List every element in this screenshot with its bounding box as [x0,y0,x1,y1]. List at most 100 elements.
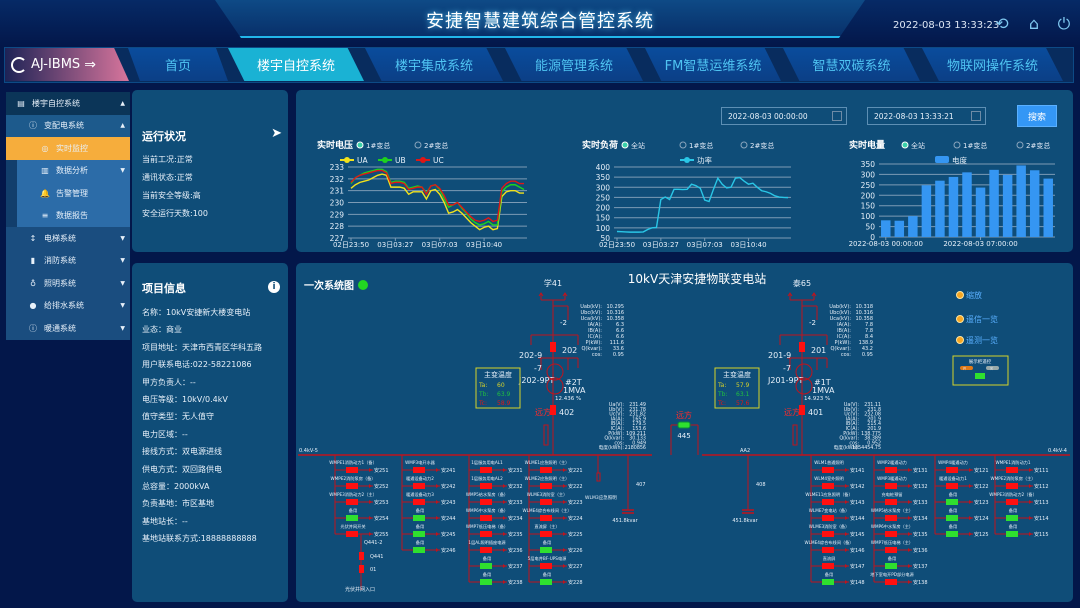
feeder-breaker[interactable] [540,547,552,553]
feeder-breaker[interactable] [540,499,552,505]
feeder-breaker[interactable] [540,467,552,473]
feeder-breaker[interactable] [540,563,552,569]
feeder-breaker[interactable] [946,515,958,521]
sidebar-item-5[interactable]: ≡ 数据报告 [17,204,130,227]
breaker-hv[interactable] [799,342,805,352]
caret-down-icon[interactable]: ▼ [120,257,125,265]
transformer-icon[interactable] [546,363,564,381]
feeder-breaker[interactable] [822,483,834,489]
toggle-off[interactable] [986,366,999,370]
feeder-breaker[interactable] [1006,499,1018,505]
bar[interactable] [921,185,932,237]
feeder-breaker[interactable] [1006,531,1018,537]
logo[interactable]: AJ-IBMS ⇒ [5,48,129,81]
bar[interactable] [948,176,959,237]
feeder-breaker[interactable] [1006,467,1018,473]
feeder-breaker[interactable] [346,467,358,473]
bar[interactable] [989,169,999,237]
feeder-breaker[interactable] [946,531,958,537]
feeder-breaker[interactable] [540,515,552,521]
caret-down-icon[interactable]: ▼ [120,279,125,287]
radio-button[interactable] [1016,141,1024,149]
power-icon[interactable]: ⏻ [1057,14,1071,33]
feeder-breaker[interactable] [480,547,492,553]
feeder-breaker[interactable] [885,579,897,585]
radio-button[interactable] [953,141,961,149]
feeder-breaker[interactable] [822,531,834,537]
sidebar-item-3[interactable]: ▥ 数据分析 ▼ [17,159,130,182]
feeder-breaker[interactable] [413,499,425,505]
sidebar-item-7[interactable]: ▮ 消防系统 ▼ [6,249,130,272]
calendar-icon[interactable] [832,111,842,121]
sidebar-item-2[interactable]: ◎ 实时监控 [6,137,130,160]
radio-button[interactable] [679,141,687,149]
feeder-breaker[interactable] [822,547,834,553]
bar[interactable] [975,187,986,237]
feeder-breaker[interactable] [885,499,897,505]
toggle-on[interactable] [960,366,973,370]
feeder-breaker[interactable] [885,515,897,521]
menu-arrow-icon[interactable]: ⇒ [84,56,96,73]
end-date-input[interactable]: 2022-08-03 13:33:21 [867,107,986,125]
breaker-lv[interactable] [799,405,805,415]
feeder-breaker[interactable] [346,499,358,505]
radio-button[interactable] [901,141,909,149]
bar[interactable] [1029,170,1040,237]
radio-button[interactable] [356,141,364,149]
tab-6[interactable]: 物联网操作系统 [922,48,1063,81]
radio-button[interactable] [621,141,629,149]
feeder-breaker[interactable] [480,579,492,585]
feeder-breaker[interactable] [346,515,358,521]
feeder-breaker[interactable] [413,515,425,521]
feeder-breaker[interactable] [946,483,958,489]
sidebar-item-8[interactable]: ♁ 照明系统 ▼ [6,272,130,295]
tab-1[interactable]: 楼宇自控系统 [228,48,364,81]
feeder-breaker[interactable] [885,563,897,569]
feeder-breaker[interactable] [480,499,492,505]
tie-breaker[interactable] [677,421,691,429]
feeder-breaker[interactable] [413,467,425,473]
home-icon[interactable]: ⌂ [1028,14,1040,33]
feeder-breaker[interactable] [346,483,358,489]
sidebar-item-1[interactable]: ⓘ 变配电系统 ▲ [6,114,130,137]
bar[interactable] [1002,174,1013,237]
feeder-breaker[interactable] [885,547,897,553]
feeder-breaker[interactable] [480,483,492,489]
back-icon[interactable]: ⟲ [995,14,1009,33]
sidebar-item-9[interactable]: ● 给排水系统 ▼ [6,294,130,317]
feeder-breaker[interactable] [480,467,492,473]
diagram-link[interactable]: 缩放 [966,290,982,300]
feeder-breaker[interactable] [1006,483,1018,489]
series-line-功率[interactable] [616,176,789,233]
diagram-link[interactable]: 遥测一览 [966,335,998,345]
bar[interactable] [908,216,918,237]
legend-swatch[interactable] [935,156,949,163]
calendar-icon[interactable] [971,111,981,121]
feeder-breaker[interactable] [413,547,425,553]
feeder-breaker[interactable] [822,499,834,505]
bar[interactable] [1016,165,1026,237]
feeder-breaker[interactable] [822,467,834,473]
caret-down-icon[interactable]: ▼ [120,167,125,175]
sidebar-item-6[interactable]: ↕ 电梯系统 ▼ [6,227,130,250]
feeder-breaker[interactable] [413,531,425,537]
caret-down-icon[interactable]: ▼ [120,324,125,332]
sidebar-item-0[interactable]: ▤ 楼宇自控系统 ▲ [6,92,130,115]
breaker[interactable] [359,552,364,560]
feeder-breaker[interactable] [885,467,897,473]
sidebar-item-4[interactable]: 🔔 告警管理 [17,182,130,205]
control-indicator[interactable] [975,373,985,379]
tab-3[interactable]: 能源管理系统 [505,48,643,81]
diagram-link[interactable]: 遥信一览 [966,314,998,324]
feeder-breaker[interactable] [946,467,958,473]
caret-down-icon[interactable]: ▼ [120,234,125,242]
breaker-hv[interactable] [550,342,556,352]
bar[interactable] [935,180,945,237]
feeder-breaker[interactable] [346,531,358,537]
tab-0[interactable]: 首页 [128,48,228,81]
transformer-icon[interactable] [795,363,813,381]
breaker-lv[interactable] [550,405,556,415]
tab-4[interactable]: FM智慧运维系统 [645,48,781,81]
radio-button[interactable] [414,141,422,149]
bar[interactable] [962,172,972,237]
